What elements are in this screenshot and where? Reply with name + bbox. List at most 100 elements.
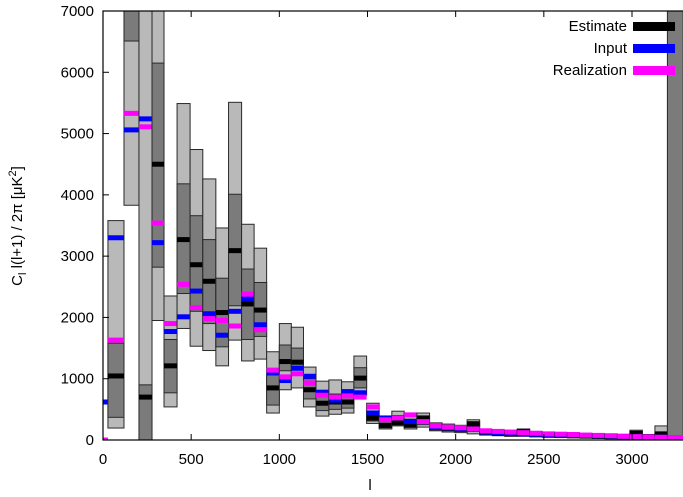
input-marker — [107, 235, 124, 241]
y-tick-label: 0 — [86, 432, 94, 449]
realization-marker — [279, 374, 292, 380]
est-marker — [202, 278, 216, 284]
realization-marker — [492, 428, 505, 434]
input-marker — [202, 311, 216, 317]
bin-34 — [529, 430, 543, 438]
bin-33 — [516, 428, 531, 437]
realization-marker — [123, 110, 139, 116]
est-marker — [138, 394, 153, 400]
est-marker — [164, 363, 178, 369]
x-tick-label: 2000 — [439, 451, 472, 468]
one-sigma-box — [138, 384, 153, 440]
input-marker — [190, 288, 203, 294]
est-marker — [416, 415, 430, 421]
bin-13 — [266, 351, 280, 414]
plot-frame — [102, 10, 683, 441]
input-marker — [177, 314, 191, 320]
realization-marker — [579, 432, 593, 438]
bin-8 — [202, 178, 217, 352]
two-sigma-box — [138, 11, 153, 440]
est-marker — [353, 375, 367, 381]
legend-swatch-realization — [633, 66, 675, 75]
est-marker — [266, 385, 280, 391]
bin-21 — [366, 402, 380, 424]
realization-marker — [177, 281, 191, 287]
input-marker — [228, 308, 242, 314]
bin-18 — [328, 379, 343, 415]
bin-11 — [241, 223, 255, 362]
input-marker — [404, 419, 417, 425]
est-marker — [107, 373, 124, 379]
y-tick-label: 4000 — [61, 187, 94, 204]
bin-5 — [163, 295, 178, 408]
bin-41 — [616, 433, 631, 440]
bin-12 — [253, 247, 268, 360]
realization-marker — [542, 431, 555, 437]
realization-marker — [429, 423, 443, 429]
bin-1 — [107, 220, 125, 429]
est-marker — [391, 420, 405, 426]
realization-marker — [391, 415, 405, 421]
bin-38 — [579, 432, 593, 439]
x-tick-label: 1000 — [263, 451, 296, 468]
one-sigma-box — [278, 344, 292, 372]
realization-marker — [554, 431, 568, 437]
realization-marker — [353, 394, 367, 400]
bin-17 — [315, 380, 330, 417]
realization-marker — [604, 433, 618, 439]
realization-marker — [152, 220, 165, 226]
est-marker — [152, 161, 165, 167]
input-marker — [152, 240, 165, 246]
realization-marker — [642, 434, 655, 440]
legend: Estimate Input Realization — [553, 18, 675, 79]
legend-label-estimate: Estimate — [569, 18, 627, 35]
realization-marker — [454, 425, 468, 431]
bin-27 — [441, 423, 456, 433]
x-tick-label: 0 — [99, 451, 107, 468]
realization-marker — [479, 428, 493, 434]
bin-37 — [566, 431, 581, 439]
input-marker — [123, 127, 139, 133]
y-tick-label: 3000 — [61, 248, 94, 265]
x-axis-label: l — [368, 477, 371, 494]
realization-marker — [254, 327, 267, 333]
est-marker — [291, 359, 304, 365]
est-marker — [215, 310, 229, 316]
input-marker — [328, 397, 342, 403]
ticks-layer: 0 500 1000 1500 2000 2500 3000 0 1000 2000 3000 400… — [61, 3, 649, 468]
one-sigma-box — [107, 342, 125, 418]
x-tick-label: 500 — [179, 451, 204, 468]
realization-marker — [379, 417, 392, 423]
input-marker — [138, 116, 153, 122]
bin-23 — [391, 410, 405, 427]
realization-marker — [517, 430, 530, 436]
legend-label-realization: Realization — [553, 62, 627, 79]
realization-marker — [404, 412, 417, 418]
realization-marker — [164, 321, 178, 327]
bin-9 — [215, 227, 230, 367]
est-marker — [254, 307, 267, 313]
bin-32 — [504, 429, 518, 437]
input-marker — [353, 390, 367, 396]
est-marker — [467, 421, 480, 427]
bin-43 — [641, 433, 656, 440]
input-marker — [316, 389, 329, 395]
bin-4 — [151, 11, 165, 321]
legend-label-input: Input — [594, 40, 628, 57]
realization-marker — [103, 437, 108, 440]
one-sigma-box — [123, 11, 140, 42]
bin-24 — [403, 412, 418, 430]
x-tick-label: 1500 — [351, 451, 384, 468]
input-marker — [291, 365, 304, 371]
est-marker — [279, 359, 292, 365]
realization-marker — [617, 433, 630, 439]
bin-0 — [103, 399, 108, 440]
bin-26 — [429, 422, 443, 432]
realization-marker — [241, 291, 255, 297]
realization-marker — [416, 419, 430, 425]
y-tick-label: 2000 — [61, 309, 94, 326]
bin-31 — [491, 428, 506, 437]
bin-10 — [228, 101, 243, 341]
realization-marker — [266, 367, 280, 373]
